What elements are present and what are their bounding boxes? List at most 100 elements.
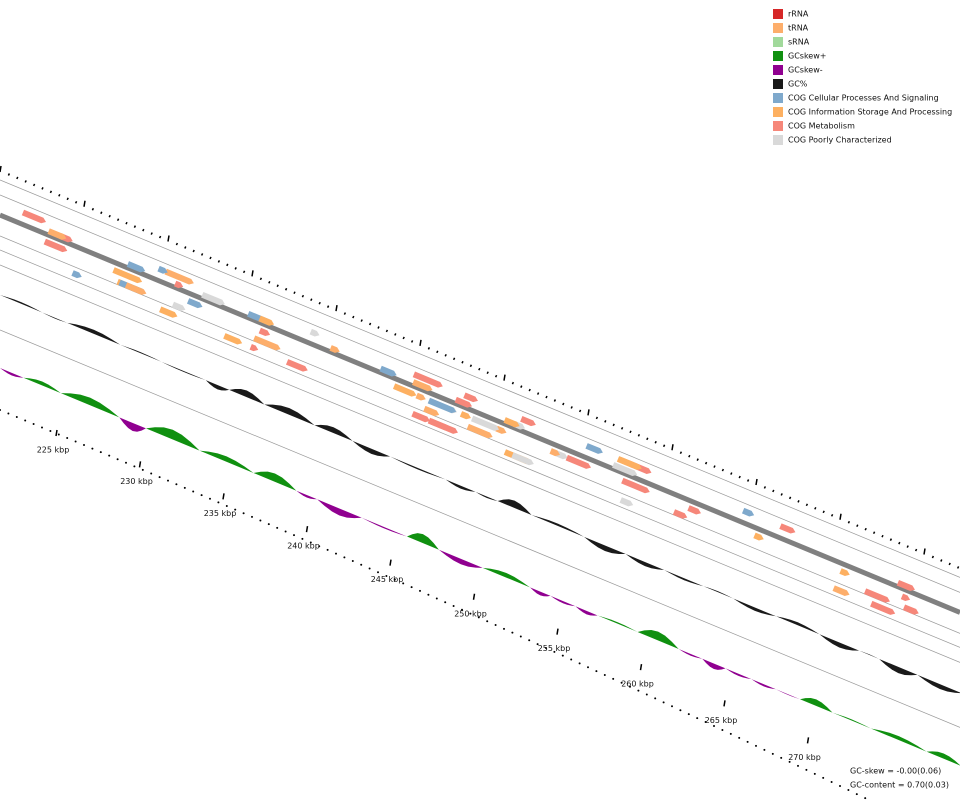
outer-tick xyxy=(604,420,607,423)
inner-tick xyxy=(217,501,220,504)
gc-content xyxy=(819,634,860,651)
inner-tick xyxy=(511,631,514,634)
outer-tick xyxy=(746,479,750,482)
gene xyxy=(392,383,417,397)
gene xyxy=(619,497,634,507)
outer-tick xyxy=(125,221,128,225)
outer-tick xyxy=(646,437,649,441)
outer-tick xyxy=(209,256,212,260)
gene xyxy=(470,415,500,431)
track-line xyxy=(0,249,960,648)
backbone xyxy=(0,212,960,615)
inner-tick xyxy=(797,764,799,767)
inner-tick xyxy=(259,519,262,522)
legend-label: COG Information Storage And Processing xyxy=(788,108,952,117)
gene xyxy=(112,267,143,284)
gc-content xyxy=(205,380,230,391)
inner-tick xyxy=(629,685,631,688)
inner-tick xyxy=(855,793,858,796)
inner-tick xyxy=(91,447,94,450)
inner-tick xyxy=(200,494,203,497)
gc-content xyxy=(475,491,498,502)
track-line xyxy=(0,264,960,663)
outer-tick xyxy=(226,263,229,267)
inner-tick xyxy=(192,490,195,493)
tick-label: 230 kbp xyxy=(120,477,153,486)
outer-tick xyxy=(49,190,53,194)
gc-content xyxy=(859,650,880,659)
gene xyxy=(223,333,243,345)
gene xyxy=(429,418,458,434)
outer-tick xyxy=(612,423,615,427)
inner-tick xyxy=(864,797,867,800)
outer-tick xyxy=(58,194,61,197)
legend: rRNA tRNA sRNA GCskew+ GCskew- GC% COG Cellula… xyxy=(773,9,952,145)
inner-tick xyxy=(125,461,127,464)
outer-tick xyxy=(797,500,800,503)
gc-content xyxy=(445,479,476,492)
inner-major-tick xyxy=(723,700,726,707)
gc-skew xyxy=(530,587,551,597)
gene xyxy=(585,443,603,454)
inner-tick xyxy=(309,541,312,544)
gc-content xyxy=(879,658,918,676)
legend-swatch xyxy=(773,135,783,145)
inner-tick xyxy=(469,612,472,615)
inner-tick xyxy=(780,756,783,759)
inner-tick xyxy=(679,709,682,712)
gc-content xyxy=(664,569,704,587)
outer-tick xyxy=(469,364,473,368)
inner-tick xyxy=(486,620,489,623)
gc-skew xyxy=(0,368,24,378)
gene xyxy=(157,265,168,274)
gene xyxy=(672,509,688,519)
gene xyxy=(258,315,275,326)
legend-swatch xyxy=(773,9,783,19)
gene xyxy=(511,452,534,466)
inner-tick xyxy=(284,530,287,533)
outer-tick xyxy=(217,260,221,263)
inner-tick xyxy=(822,776,825,779)
outer-tick xyxy=(872,531,876,535)
inner-tick xyxy=(242,512,245,515)
inner-tick xyxy=(461,608,463,611)
outer-tick xyxy=(486,371,489,375)
gene xyxy=(427,397,457,414)
outer-tick xyxy=(452,357,456,361)
outer-tick xyxy=(940,559,943,562)
outer-tick xyxy=(536,392,540,395)
gc-skew xyxy=(296,490,318,500)
gc-skew xyxy=(678,648,703,659)
gene xyxy=(415,392,426,401)
gene xyxy=(753,532,764,541)
inner-major-tick xyxy=(55,429,58,437)
gc-content xyxy=(0,295,43,313)
inner-tick xyxy=(570,658,573,661)
tick-label: 225 kbp xyxy=(37,446,70,455)
inner-tick xyxy=(755,744,757,747)
outer-tick xyxy=(0,165,2,173)
outer-tick xyxy=(368,322,372,326)
inner-tick xyxy=(99,451,102,454)
gene xyxy=(503,417,520,428)
inner-tick xyxy=(595,670,598,673)
gene xyxy=(549,448,560,457)
gc-skew xyxy=(775,689,800,700)
inner-tick xyxy=(108,454,111,457)
gc-content xyxy=(67,322,121,345)
gene xyxy=(47,228,67,240)
outer-tick xyxy=(923,548,926,555)
gc-skew xyxy=(145,427,200,451)
outer-tick xyxy=(167,235,170,242)
gc-skew-stat: GC-skew = -0.00(0.06) xyxy=(850,767,941,776)
inner-tick xyxy=(603,674,606,677)
gene xyxy=(71,270,82,279)
outer-tick xyxy=(839,513,842,520)
inner-tick xyxy=(24,419,27,422)
gc-skew xyxy=(597,615,638,632)
inner-tick xyxy=(276,526,279,529)
inner-tick xyxy=(150,472,153,475)
outer-tick xyxy=(360,319,363,322)
outer-tick xyxy=(301,294,305,298)
outer-tick xyxy=(326,305,330,308)
